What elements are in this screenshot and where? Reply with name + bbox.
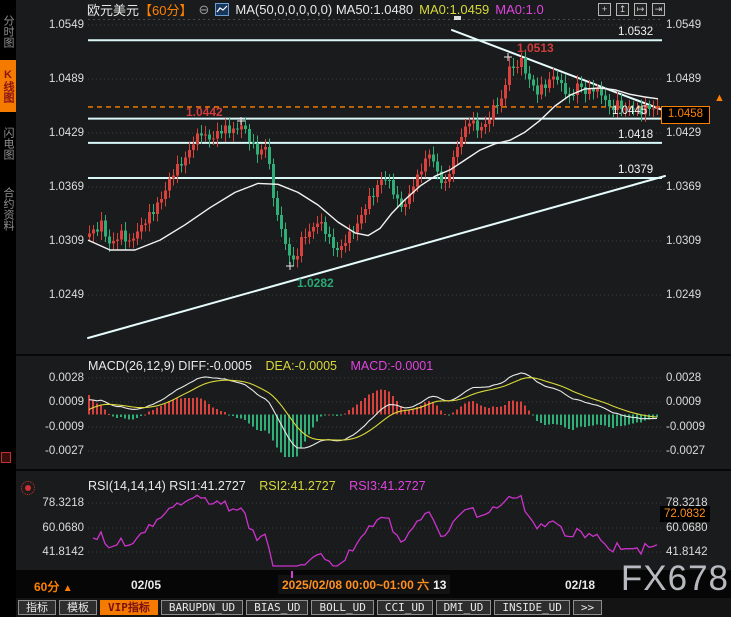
low-price-annotation: 1.0282 — [297, 276, 334, 290]
brand-watermark: FX678 — [620, 559, 729, 598]
rsi-header: RSI(14,14,14) RSI1:41.2727 RSI2:41.2727 … — [88, 479, 426, 493]
cursor-datetime: 2025/02/08 00:00~01:00 六 — [282, 578, 430, 592]
price-axis-right-label: 1.0369 — [666, 181, 702, 193]
price-axis-right-label: 1.0309 — [666, 235, 702, 247]
toolbar-tab-4[interactable]: BIAS_UD — [246, 600, 309, 615]
price-axis-left-label: 1.0309 — [48, 235, 84, 247]
toolbar-tab-9[interactable]: >> — [572, 600, 603, 615]
ma0-magenta-readout: MA0:1.0 — [495, 2, 544, 17]
macd-axis-right-label: -0.0009 — [666, 421, 706, 433]
price-axis-right-label: 1.0249 — [666, 289, 702, 301]
macd-dea-readout: DEA:-0.0005 — [265, 359, 338, 373]
level-price-label: 1.0532 — [618, 26, 654, 39]
macd-title: MACD(26,12,9) DIFF:-0.0005 — [88, 359, 252, 373]
high-price-annotation: 1.0513 — [517, 41, 554, 55]
macd-axis-left-label: -0.0027 — [44, 445, 84, 457]
time-tick-left: 02/05 — [131, 578, 162, 592]
sidebar-tab-time-chart[interactable]: 分时图 — [2, 14, 14, 48]
macd-header: MACD(26,12,9) DIFF:-0.0005 DEA:-0.0005 M… — [88, 359, 433, 373]
toolbar-tab-0[interactable]: 指标 — [18, 600, 56, 615]
toolbar-tab-8[interactable]: INSIDE_UD — [494, 600, 570, 615]
price-up-arrow-icon[interactable]: ▲ — [714, 92, 725, 104]
price-axis-left-label: 1.0429 — [48, 127, 84, 139]
cursor-week-number: 13 — [433, 577, 447, 592]
period-label: 【60分】 — [139, 3, 193, 18]
rsi-axis-left-label: 60.0680 — [42, 522, 84, 534]
high-price-annotation: 1.0442 — [186, 105, 223, 119]
sidebar-tab-candle-chart[interactable]: K线图 — [0, 60, 16, 112]
toolbar-tab-6[interactable]: CCI_UD — [376, 600, 433, 615]
toolbar-tab-3[interactable]: BARUPDN_UD — [160, 600, 244, 615]
panel-divider — [16, 469, 731, 471]
macd-panel-marker-icon[interactable] — [1, 452, 11, 463]
rsi3-readout: RSI3:41.2727 — [349, 479, 426, 493]
price-axis-right-label: 1.0489 — [666, 73, 702, 85]
left-sidebar: 分时图 K线图 闪电图 合约资料 — [0, 0, 16, 617]
macd-axis-left-label: -0.0009 — [44, 421, 84, 433]
collapse-indicator-icon[interactable]: ⊖ — [198, 1, 210, 17]
detach-window-icon[interactable]: ⇥ — [652, 3, 665, 16]
cursor-tick — [291, 571, 293, 578]
rsi-value-badge: 72.0832 — [660, 506, 710, 522]
macd-axis-right-label: 0.0028 — [666, 372, 702, 384]
level-price-label: 1.0379 — [618, 164, 654, 176]
price-axis-right-label: 1.0429 — [666, 127, 702, 139]
toolbar-tab-1[interactable]: 模板 — [59, 600, 97, 615]
crosshair-icon[interactable]: + — [598, 3, 611, 16]
cursor-datetime-box: 2025/02/08 00:00~01:00 六 13 — [278, 575, 451, 594]
rsi-axis-left-label: 78.3218 — [42, 497, 84, 509]
sidebar-tab-contract-info[interactable]: 合约资料 — [2, 187, 14, 231]
pane-expand-up-icon[interactable]: ↥ — [616, 3, 629, 16]
level-price-label: 1.0445 — [612, 104, 648, 117]
rsi-axis-left-label: 41.8142 — [42, 546, 84, 558]
mini-chart-icon[interactable] — [215, 3, 230, 16]
ma0-yellow-readout: MA0:1.0459 — [419, 2, 490, 17]
rsi-axis-right-label: 60.0680 — [666, 522, 708, 534]
chart-header: 欧元美元【60分】 ⊖ MA(50,0,0,0,0,0) MA50:1.0480… — [87, 1, 544, 19]
current-price-badge: 1.0458 — [661, 106, 710, 124]
toolbar-tab-5[interactable]: BOLL_UD — [311, 600, 374, 615]
ma-readout: MA(50,0,0,0,0,0) MA50:1.0480 — [235, 2, 414, 17]
macd-axis-left-label: 0.0009 — [48, 396, 84, 408]
chart-window-controls: + ↥ ↦ ⇥ — [598, 3, 665, 16]
rsi-title: RSI(14,14,14) RSI1:41.2727 — [88, 479, 246, 493]
rsi2-readout: RSI2:41.2727 — [259, 479, 336, 493]
period-arrow-icon: ▲ — [62, 583, 73, 594]
price-axis-right-label: 1.0549 — [666, 19, 702, 31]
time-tick-right: 02/18 — [565, 578, 596, 592]
price-axis-left-label: 1.0249 — [48, 289, 84, 301]
indicator-toolbar: 指标 模板 VIP指标 BARUPDN_UD BIAS_UD BOLL_UD CCI_UD D… — [0, 598, 731, 617]
pane-expand-right-icon[interactable]: ↦ — [634, 3, 647, 16]
rsi-indicator-icon[interactable] — [21, 481, 35, 495]
macd-axis-right-label: 0.0009 — [666, 396, 702, 408]
macd-axis-right-label: -0.0027 — [666, 445, 706, 457]
rsi-axis-right-label: 41.8142 — [666, 546, 708, 558]
level-price-label: 1.0418 — [618, 128, 654, 141]
toolbar-tab-2[interactable]: VIP指标 — [100, 600, 158, 615]
price-axis-left-label: 1.0489 — [48, 73, 84, 85]
sidebar-tab-flash-chart[interactable]: 闪电图 — [2, 126, 14, 160]
toolbar-tab-7[interactable]: DMI_UD — [435, 600, 492, 615]
price-axis-left-label: 1.0369 — [48, 181, 84, 193]
scroll-handle[interactable] — [454, 16, 461, 20]
symbol-title: 欧元美元【60分】 — [87, 3, 193, 18]
price-axis-left-label: 1.0549 — [48, 19, 84, 31]
macd-value-readout: MACD:-0.0001 — [350, 359, 434, 373]
toolbar-corner — [0, 598, 16, 617]
panel-divider — [16, 354, 731, 356]
period-selector[interactable]: 60分 ▲ — [34, 580, 73, 594]
macd-axis-left-label: 0.0028 — [48, 372, 84, 384]
